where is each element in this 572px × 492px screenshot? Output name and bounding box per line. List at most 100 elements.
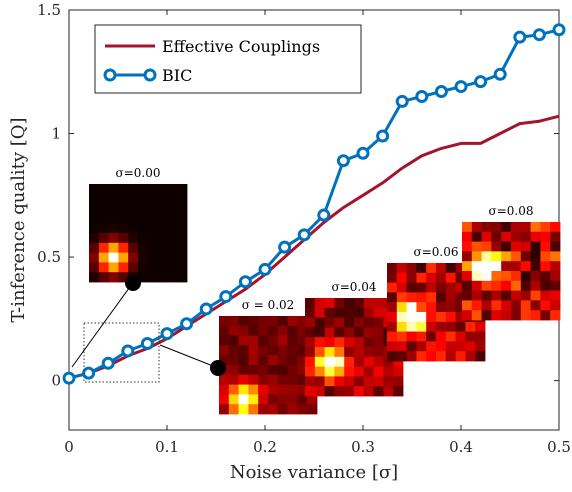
heatmap-cell [258, 355, 269, 366]
heatmap-cell [324, 307, 335, 318]
heatmap-cell [550, 290, 561, 301]
heatmap-cell [406, 263, 417, 274]
heatmap-cell [445, 263, 456, 274]
heatmap-cell [258, 394, 269, 405]
heatmap-cell [277, 374, 288, 385]
heatmap-cell [334, 327, 345, 338]
heatmap-cell [307, 404, 318, 415]
legend-label-effective: Effective Couplings [162, 37, 320, 56]
heatmap-cell [98, 262, 109, 273]
heatmap-cell [147, 233, 158, 244]
heatmap-cell [268, 355, 279, 366]
heatmap-cell [167, 252, 178, 263]
heatmap-cell [426, 331, 437, 342]
heatmap-cell [511, 290, 522, 301]
heatmap-cell [228, 365, 239, 376]
heatmap-cell [324, 356, 335, 367]
heatmap-cell [501, 261, 512, 272]
heatmap-cell [287, 394, 298, 405]
heatmap-cell [228, 394, 239, 405]
heatmap-cell [177, 184, 188, 195]
heatmap-cell [481, 231, 492, 242]
heatmap-cell [471, 241, 482, 252]
heatmap-cell [89, 193, 100, 204]
heatmap-cell [455, 321, 466, 332]
heatmap-cell [314, 366, 325, 377]
data-point [160, 327, 174, 341]
heatmap-cell [455, 272, 466, 283]
heatmap-cell [436, 341, 447, 352]
x-tick-label: 0.3 [351, 438, 375, 456]
heatmap-cell [334, 317, 345, 328]
heatmap-cell [406, 341, 417, 352]
heatmap-cell [98, 242, 109, 253]
heatmap-cell [167, 203, 178, 214]
heatmap-cell [128, 252, 139, 263]
heatmap-cell [287, 325, 298, 336]
heatmap-cell [393, 366, 404, 377]
heatmap-cell [511, 231, 522, 242]
heatmap-cell [383, 376, 394, 387]
heatmap-cell [540, 300, 551, 311]
heatmap-cell [387, 351, 398, 362]
heatmap-cell [138, 262, 149, 273]
heatmap-cell [268, 404, 279, 415]
heatmap-cell [530, 310, 541, 321]
heatmap-cell [475, 321, 486, 332]
heatmap-cell [324, 298, 335, 309]
heatmap-cell [387, 282, 398, 293]
heatmap-cell [314, 337, 325, 348]
heatmap-cell [167, 262, 178, 273]
heatmap-cell [445, 312, 456, 323]
heatmap-cell [416, 331, 427, 342]
heatmap-cell [314, 347, 325, 358]
heatmap-cell [277, 365, 288, 376]
heatmap-cell [108, 203, 119, 214]
heatmap-cell [530, 271, 541, 282]
heatmap-cell [540, 310, 551, 321]
heatmap-cell [248, 384, 259, 395]
heatmap-cell [530, 222, 541, 233]
heatmap-cell [426, 321, 437, 332]
data-point [278, 240, 292, 254]
heatmap-cell [287, 384, 298, 395]
data-point [434, 85, 448, 99]
heatmap-cell [314, 298, 325, 309]
heatmap-cell [228, 345, 239, 356]
heatmap-cell [147, 213, 158, 224]
heatmap-cell [550, 310, 561, 321]
heatmap-cell [98, 184, 109, 195]
heatmap-cell [89, 252, 100, 263]
heatmap-cell [157, 223, 168, 234]
heatmap-cell [511, 300, 522, 311]
heatmap-cell [550, 271, 561, 282]
heatmap-cell [147, 242, 158, 253]
heatmap-cell [406, 272, 417, 283]
heatmap-cell [426, 341, 437, 352]
heatmap-cell [138, 223, 149, 234]
heatmap-cell [287, 345, 298, 356]
heatmap-cell [354, 298, 365, 309]
heatmap-cell [167, 242, 178, 253]
heatmap-cell [491, 222, 502, 233]
data-point [238, 275, 252, 289]
heatmap-cell [219, 374, 230, 385]
heatmap-cell [219, 355, 230, 366]
x-tick-label: 0.1 [155, 438, 179, 456]
data-point [336, 154, 350, 168]
heatmap-cell [550, 300, 561, 311]
heatmap-cell [167, 193, 178, 204]
heatmap-cell [481, 241, 492, 252]
heatmap-cell [520, 231, 531, 242]
heatmap-cell [167, 223, 178, 234]
heatmap-cell [455, 263, 466, 274]
heatmap-cell [177, 252, 188, 263]
heatmap-cell [305, 298, 316, 309]
heatmap-cell [491, 231, 502, 242]
heatmap-cell [471, 251, 482, 262]
heatmap-cell [511, 222, 522, 233]
data-point [62, 371, 76, 385]
heatmap-cell [314, 317, 325, 328]
heatmap-cell [481, 310, 492, 321]
heatmap-cell [258, 384, 269, 395]
